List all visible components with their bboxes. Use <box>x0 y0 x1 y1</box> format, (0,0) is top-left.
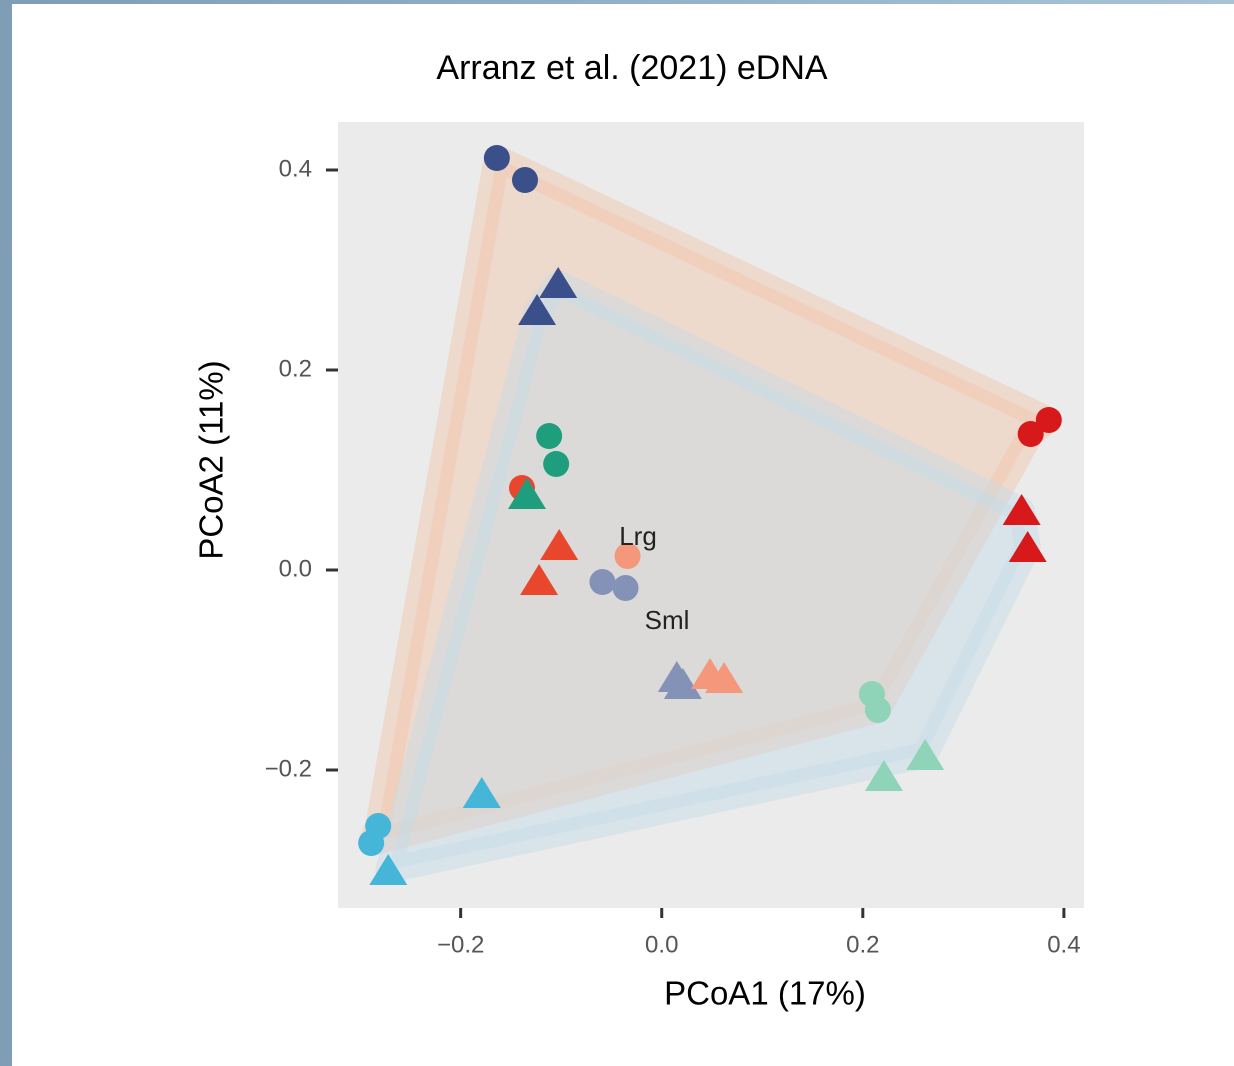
x-tick-label: −0.2 <box>437 931 484 958</box>
y-axis-label: PCoA2 (11%) <box>193 360 230 559</box>
annotation: Sml <box>645 605 690 635</box>
triangle-point <box>906 739 945 770</box>
triangle-point <box>520 564 559 595</box>
circle-point <box>1017 421 1044 447</box>
triangle-point <box>369 854 408 885</box>
triangle-point <box>462 777 501 808</box>
circle-point <box>864 697 891 723</box>
y-tick-label: 0.0 <box>279 555 312 582</box>
triangle-point <box>540 529 579 560</box>
circle-point <box>536 423 563 449</box>
x-tick-label: 0.4 <box>1047 931 1080 958</box>
circle-point <box>614 543 641 569</box>
circle-point <box>543 451 570 477</box>
triangle-point <box>508 478 547 509</box>
circle-point <box>358 830 385 856</box>
circle-point <box>1035 407 1062 433</box>
x-axis-label: PCoA1 (17%) <box>664 975 866 1012</box>
circle-point <box>483 145 510 171</box>
triangle-point <box>1008 531 1047 562</box>
y-tick-label: −0.2 <box>265 755 312 782</box>
triangle-point <box>864 760 903 791</box>
chart-title: Arranz et al. (2021) eDNA <box>436 49 827 87</box>
plot-area <box>338 122 1084 908</box>
y-tick-label: 0.2 <box>279 355 312 382</box>
circle-point <box>512 167 539 193</box>
annotation: Lrg <box>619 521 657 551</box>
x-tick-label: 0.2 <box>846 931 879 958</box>
x-tick-label: 0.0 <box>645 931 678 958</box>
circle-point <box>589 569 616 595</box>
triangle-point <box>663 668 702 699</box>
triangle-point <box>539 267 578 298</box>
y-tick-label: 0.4 <box>279 155 312 182</box>
triangle-point <box>705 662 744 693</box>
triangle-point <box>518 294 557 325</box>
circle-point <box>612 575 639 601</box>
triangle-point <box>1002 494 1041 525</box>
